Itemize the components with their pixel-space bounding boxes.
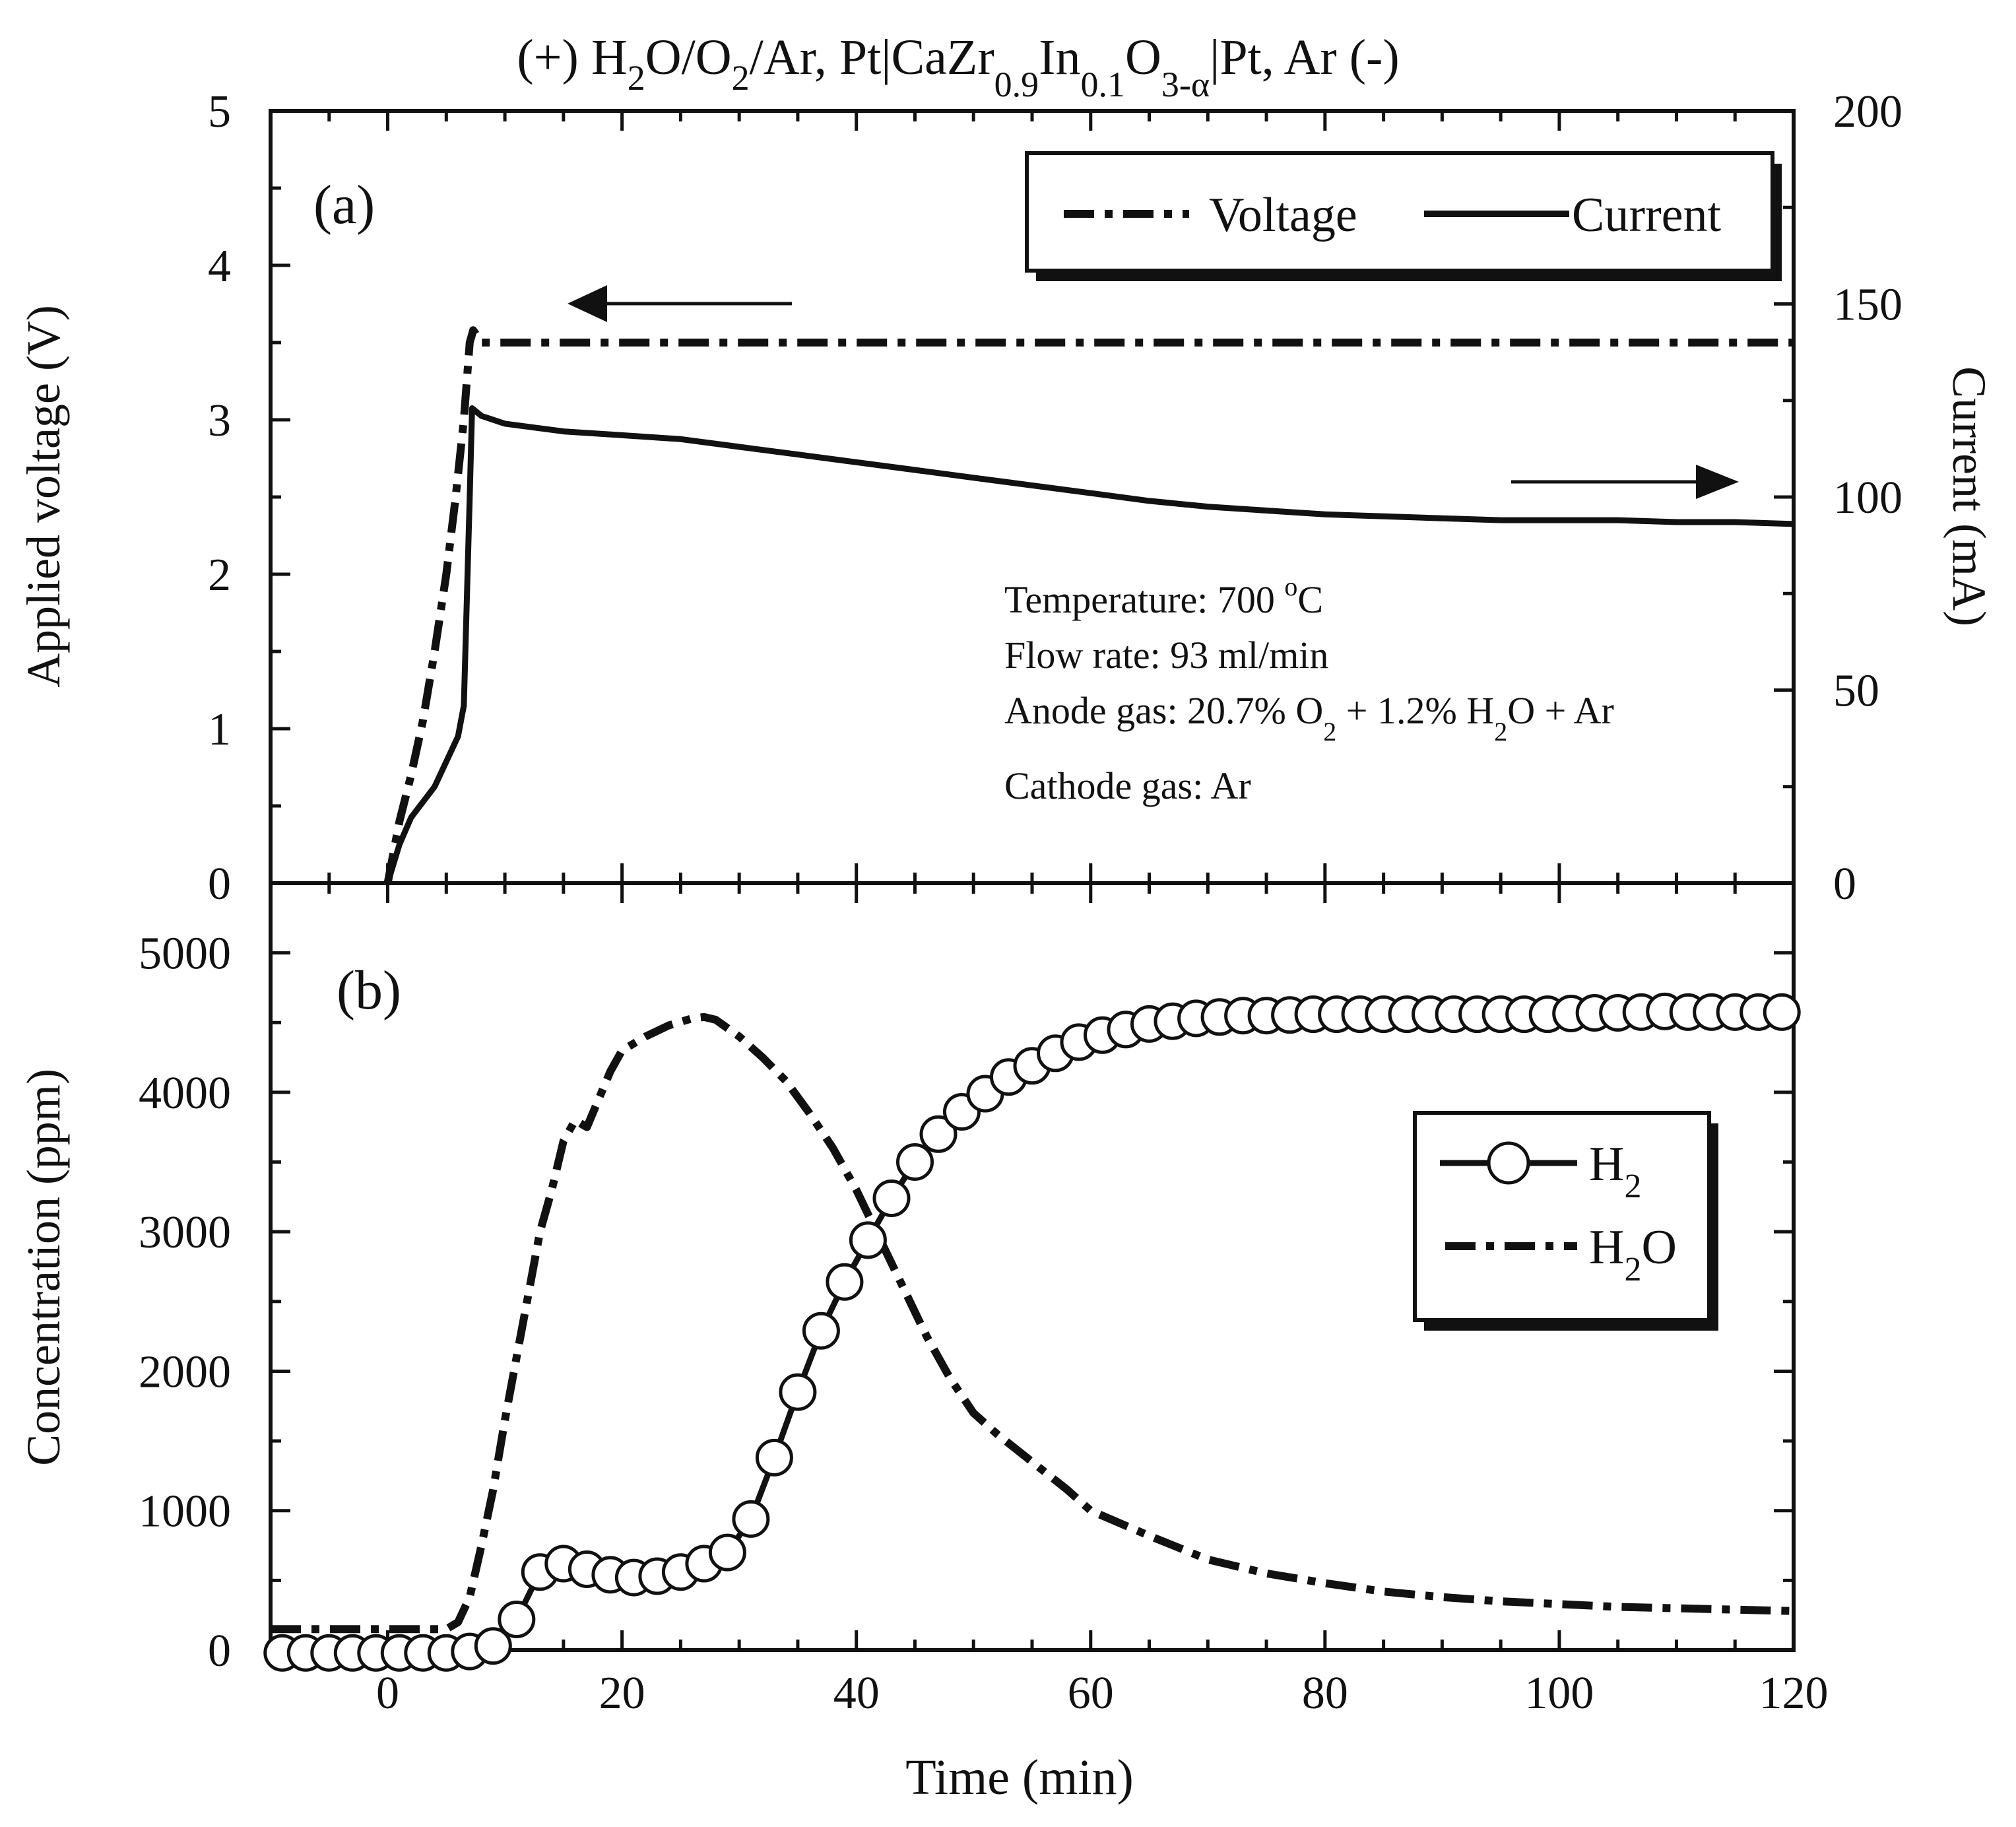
current-tick-label: 150 xyxy=(1833,280,1902,331)
voltage-tick-label: 0 xyxy=(208,859,231,910)
h2-point xyxy=(826,1263,864,1301)
voltage-axis-arrow xyxy=(568,285,792,322)
h2-line xyxy=(282,1008,1782,1656)
legend-current-label: Current xyxy=(1572,188,1721,242)
concentration-tick-label: 1000 xyxy=(139,1486,231,1537)
cathode-gas-text: Cathode gas: Ar xyxy=(1004,764,1251,807)
h2-point xyxy=(779,1373,817,1411)
voltage-tick-label: 3 xyxy=(208,395,231,446)
h2-point xyxy=(872,1179,911,1217)
temperature-text: Temperature: 700 oC xyxy=(1004,572,1323,621)
panel-a-ylabel: Applied voltage (V) xyxy=(17,305,70,688)
current-tick-label: 200 xyxy=(1833,86,1902,137)
panel-a-label: (a) xyxy=(313,174,375,236)
voltage-line xyxy=(383,326,1794,884)
concentration-tick-label: 0 xyxy=(208,1626,231,1677)
flow-rate-text: Flow rate: 93 ml/min xyxy=(1004,634,1328,677)
h2-point xyxy=(1763,993,1801,1031)
panel-a-right-tick-labels: 0 50 100 150 200 xyxy=(1833,86,1902,910)
x-tick-label: 20 xyxy=(599,1668,645,1719)
h2-point xyxy=(498,1601,536,1638)
h2-point xyxy=(896,1143,934,1181)
voltage-tick-label: 2 xyxy=(208,550,231,601)
x-tick-label: 100 xyxy=(1524,1668,1594,1719)
anode-gas-text: Anode gas: 20.7% O2 + 1.2% H2O + Ar xyxy=(1004,689,1614,747)
x-tick-label: 120 xyxy=(1759,1668,1829,1719)
voltage-tick-label: 1 xyxy=(208,704,231,755)
panel-b-ylabel: Concentration (ppm) xyxy=(17,1069,70,1466)
h2-point xyxy=(755,1438,793,1477)
panel-b-label: (b) xyxy=(337,960,401,1021)
legend-h2-label: H2 xyxy=(1589,1137,1641,1205)
axis-ticks xyxy=(269,109,1796,1652)
panel-a-y2label: Current (mA) xyxy=(1943,366,1996,626)
chart-title: (+) H2O/O2/Ar, Pt|CaZr0.9In0.1O3-α|Pt, A… xyxy=(517,30,1399,104)
concentration-tick-label: 5000 xyxy=(139,929,231,980)
concentration-tick-label: 4000 xyxy=(139,1068,231,1119)
h2-point xyxy=(474,1627,512,1665)
panel-a-left-tick-labels: 0 1 2 3 4 5 xyxy=(208,86,231,910)
legend-h2o-label: H2O xyxy=(1589,1220,1677,1288)
concentration-tick-label: 3000 xyxy=(139,1207,231,1258)
current-axis-arrow xyxy=(1511,465,1739,499)
legend-h2-swatch-marker xyxy=(1487,1141,1530,1185)
x-axis-label: Time (min) xyxy=(905,1750,1134,1805)
h2-point xyxy=(732,1500,770,1538)
x-tick-label: 40 xyxy=(833,1668,880,1719)
x-tick-label: 80 xyxy=(1302,1668,1348,1719)
panel-a-legend: Voltage Current xyxy=(1025,151,1782,281)
current-tick-label: 0 xyxy=(1833,859,1856,910)
x-tick-label: 0 xyxy=(376,1668,399,1719)
conditions-annotation: Temperature: 700 oC Flow rate: 93 ml/min… xyxy=(1004,572,1614,807)
concentration-tick-label: 2000 xyxy=(139,1346,231,1397)
current-line xyxy=(385,405,1794,884)
current-tick-label: 100 xyxy=(1833,473,1902,523)
voltage-tick-label: 4 xyxy=(208,241,231,292)
current-tick-label: 50 xyxy=(1833,666,1879,717)
h2-point xyxy=(919,1115,958,1153)
h2-point xyxy=(849,1221,887,1259)
x-tick-labels: 0 20 40 60 80 100 120 xyxy=(376,1668,1828,1719)
voltage-tick-label: 5 xyxy=(208,86,231,137)
h2-point xyxy=(802,1312,840,1350)
h2-point xyxy=(708,1533,746,1572)
panel-b-tick-labels: 0 1000 2000 3000 4000 5000 xyxy=(139,929,231,1677)
panel-b-legend: H2 H2O xyxy=(1413,1111,1718,1331)
h2o-line xyxy=(271,1013,1794,1634)
series-layer xyxy=(263,326,1801,1672)
legend-voltage-label: Voltage xyxy=(1209,188,1357,242)
x-tick-label: 60 xyxy=(1068,1668,1114,1719)
